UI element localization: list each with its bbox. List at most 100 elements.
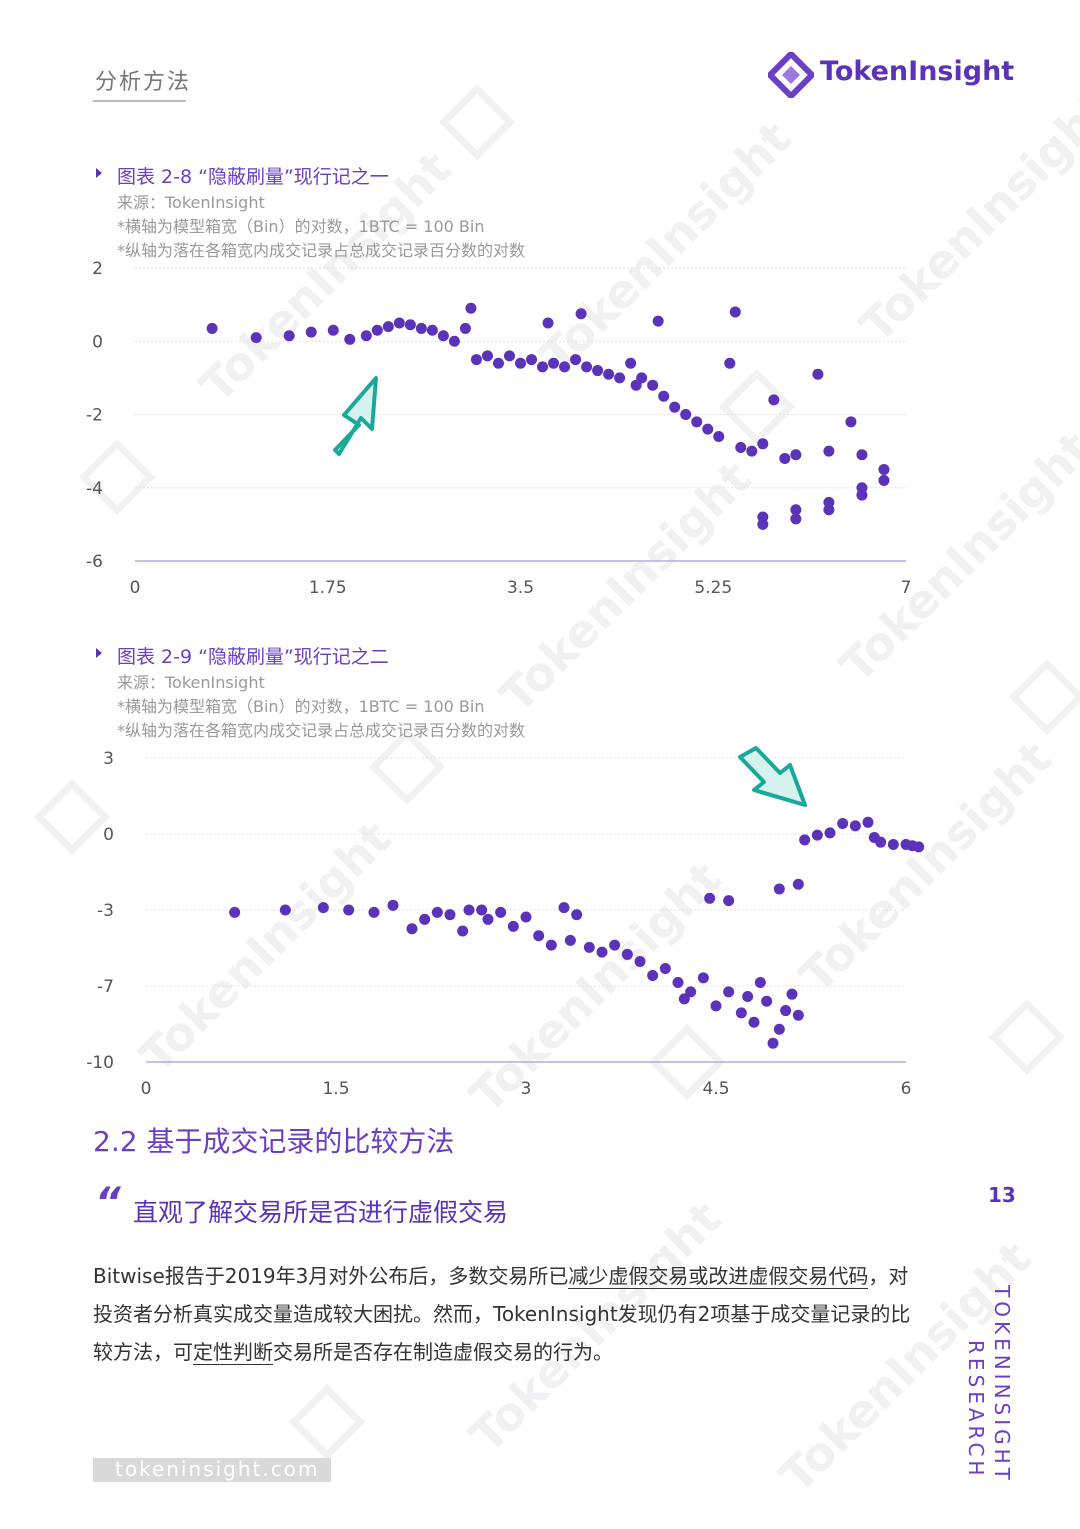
data-point <box>559 361 571 373</box>
data-point <box>704 892 716 904</box>
data-point <box>515 357 526 369</box>
side-label-tokeninsight: TOKENINSIGHT <box>990 1285 1014 1484</box>
x-tick-label: 0 <box>130 578 141 598</box>
data-point <box>691 416 703 428</box>
data-point <box>792 1009 804 1021</box>
data-point <box>780 1005 792 1017</box>
data-point <box>465 302 477 314</box>
data-point <box>283 330 295 342</box>
data-point <box>419 913 431 925</box>
data-point <box>678 993 690 1005</box>
section-subheading: 直观了解交易所是否进行虚假交易 <box>133 1198 509 1227</box>
data-point <box>659 962 671 974</box>
y-tick-label: -2 <box>86 406 103 426</box>
data-point <box>476 904 488 916</box>
data-point <box>431 906 443 918</box>
data-point <box>609 939 621 951</box>
data-point <box>887 839 899 851</box>
data-point <box>878 463 890 475</box>
data-point <box>799 834 811 846</box>
y-tick-label: 0 <box>92 332 103 352</box>
data-point <box>748 1016 760 1028</box>
y-tick-label: -3 <box>97 901 114 921</box>
data-point <box>757 518 769 530</box>
data-point <box>856 489 868 501</box>
data-point <box>647 379 659 391</box>
data-point <box>845 416 857 428</box>
data-point <box>735 1007 747 1019</box>
data-point <box>625 357 637 369</box>
data-point <box>878 474 890 486</box>
data-point <box>382 321 394 333</box>
y-tick-label: -4 <box>86 479 103 499</box>
data-point <box>647 969 659 981</box>
data-point <box>786 988 798 1000</box>
x-tick-label: 7 <box>901 578 912 598</box>
data-point <box>463 904 475 916</box>
chart1-note-x: *横轴为模型箱宽（Bin）的对数，1BTC = 100 Bin <box>117 217 485 236</box>
data-point <box>571 909 583 921</box>
data-point <box>533 930 545 942</box>
data-point <box>526 354 538 366</box>
y-tick-label: 3 <box>103 749 114 769</box>
data-point <box>824 827 836 839</box>
data-point <box>564 934 576 946</box>
data-point <box>206 322 218 334</box>
data-point <box>344 333 356 345</box>
data-point <box>792 878 804 890</box>
data-point <box>773 1023 785 1035</box>
x-tick-label: 1.5 <box>322 1079 349 1099</box>
data-point <box>495 906 507 918</box>
watermark-logo-icon <box>288 1383 366 1461</box>
y-tick-label: 0 <box>103 825 114 845</box>
data-point <box>652 315 664 327</box>
data-point <box>279 904 291 916</box>
caption-bullet-icon <box>96 648 102 658</box>
data-point <box>837 817 849 829</box>
data-point <box>754 976 766 988</box>
data-point <box>634 955 646 967</box>
data-point <box>913 841 925 853</box>
data-point <box>697 972 709 984</box>
data-point <box>481 350 493 362</box>
tokeninsight-logo-icon <box>768 52 814 98</box>
data-point <box>856 449 868 461</box>
section-heading: 2.2 基于成交记录的比较方法 <box>93 1125 455 1158</box>
data-point <box>823 445 835 457</box>
data-point <box>790 504 802 516</box>
data-point <box>492 357 504 369</box>
data-point <box>723 895 735 907</box>
data-point <box>672 976 684 988</box>
data-point <box>404 319 416 331</box>
quote-mark-icon: “ <box>95 1180 121 1226</box>
data-point <box>702 423 714 435</box>
data-point <box>368 906 380 918</box>
footer-url[interactable]: tokeninsight.com <box>115 1457 320 1481</box>
data-point <box>229 906 241 918</box>
x-tick-label: 4.5 <box>702 1079 729 1099</box>
data-point <box>729 306 741 318</box>
chart2-note-x: *横轴为模型箱宽（Bin）的对数，1BTC = 100 Bin <box>117 697 485 716</box>
section-label: 分析方法 <box>95 70 192 95</box>
data-point <box>444 909 456 921</box>
data-point <box>636 372 648 384</box>
data-point <box>570 354 582 366</box>
data-point <box>470 354 482 366</box>
data-point <box>548 357 560 369</box>
data-point <box>767 1037 779 1049</box>
data-point <box>371 324 383 336</box>
data-point <box>459 322 471 334</box>
data-point <box>735 441 747 453</box>
data-point <box>507 920 519 932</box>
data-point <box>779 452 791 464</box>
data-point <box>742 991 754 1003</box>
data-point <box>811 829 823 841</box>
data-point <box>621 948 633 960</box>
y-tick-label: -6 <box>86 552 103 572</box>
data-point <box>812 368 824 380</box>
x-tick-label: 3.5 <box>507 578 534 598</box>
watermark-logo-icon <box>438 83 516 161</box>
annotation-arrow-up-icon <box>333 376 378 456</box>
data-point <box>596 946 608 958</box>
data-point <box>482 913 494 925</box>
